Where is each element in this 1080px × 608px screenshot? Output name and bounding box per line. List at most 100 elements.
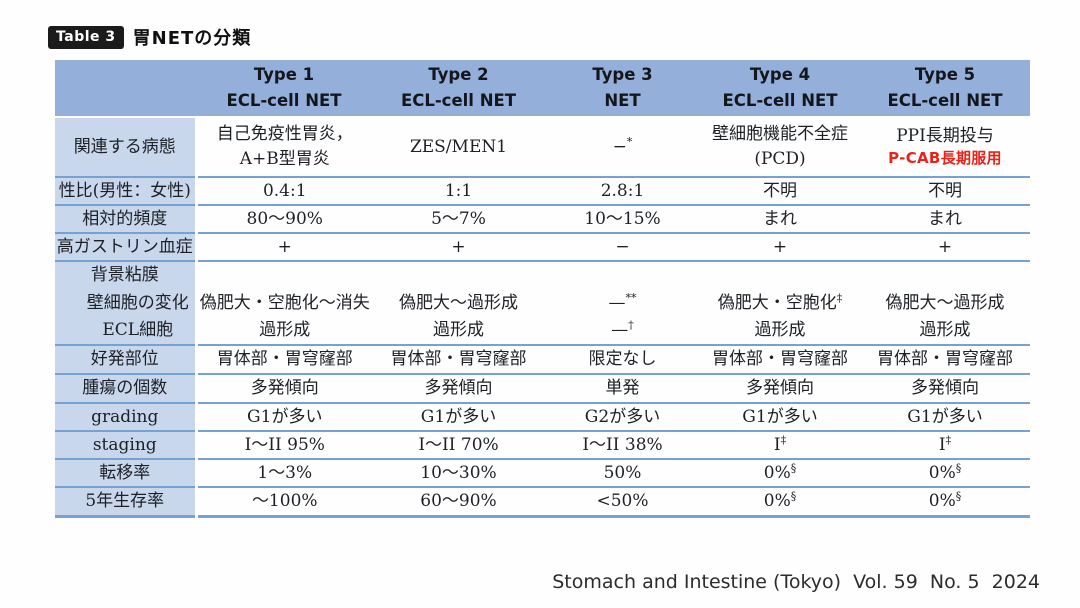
table-cell xyxy=(700,261,860,289)
table-cell: 壁細胞機能不全症 (PCD) xyxy=(700,117,860,177)
col-header-line2: ECL-cell NET xyxy=(400,91,517,110)
table-cell: + xyxy=(937,236,953,257)
col-header-type4: Type 4 ECL-cell NET xyxy=(700,60,860,117)
superscript-marker: ‡ xyxy=(836,291,843,305)
cell-value: I xyxy=(773,434,781,455)
cell-value: − xyxy=(612,136,627,157)
table-cell: 0.4:1 xyxy=(262,180,307,201)
cell-value: 0% xyxy=(763,462,791,483)
col-header-line2: ECL-cell NET xyxy=(722,91,838,110)
table-cell: 不明 xyxy=(928,180,962,201)
superscript-marker: § xyxy=(955,461,962,475)
table-cell: 過形成 xyxy=(259,320,311,341)
table-cell: ZES/MEN1 xyxy=(409,136,508,157)
table-row-ecl-cell: ECL細胞 過形成 過形成 —† 過形成 過形成 xyxy=(55,317,1030,345)
table-cell: 1:1 xyxy=(444,180,473,201)
table-cell: 偽肥大・空胞化‡ xyxy=(700,289,860,317)
table-cell xyxy=(545,261,700,289)
cell-value: — xyxy=(608,292,626,313)
superscript-marker: ‡ xyxy=(780,433,787,447)
table-cell: + xyxy=(277,236,292,257)
table-number-badge: Table 3 xyxy=(48,25,124,49)
table-cell: 過形成 xyxy=(754,320,806,341)
superscript-marker: § xyxy=(790,489,797,503)
cell-line: 自己免疫性胃炎， xyxy=(216,124,353,145)
table-cell xyxy=(372,261,545,289)
row-label: 高ガストリン血症 xyxy=(55,233,198,261)
col-header-line1: Type 4 xyxy=(749,64,811,84)
col-header-line2: ECL-cell NET xyxy=(226,91,342,110)
cell-line: A+B型胃炎 xyxy=(239,149,330,169)
table-cell: + xyxy=(451,236,466,257)
col-header-line1: Type 3 xyxy=(592,64,653,84)
cell-line: 壁細胞機能不全症 xyxy=(712,124,848,145)
table-title: Table 3 胃NETの分類 xyxy=(48,24,251,50)
row-label: 壁細胞の変化 xyxy=(55,289,198,317)
table-cell: 多発傾向 xyxy=(424,378,493,399)
col-header-type5: Type 5 ECL-cell NET xyxy=(860,60,1030,117)
table-cell: 60〜90% xyxy=(420,490,497,511)
table-row-predilection-site: 好発部位 胃体部・胃穹窿部 胃体部・胃穹窿部 限定なし 胃体部・胃穹窿部 胃体部… xyxy=(55,345,1030,374)
row-label: 関連する病態 xyxy=(55,117,198,177)
superscript-marker: * xyxy=(626,135,633,149)
table-cell: 0%§ xyxy=(700,459,860,487)
table-cell: I〜II 70% xyxy=(418,434,499,455)
cell-line: (PCD) xyxy=(754,149,806,169)
table-cell: 10〜15% xyxy=(584,208,661,229)
table-title-text: 胃NETの分類 xyxy=(132,28,252,49)
row-label: 腫瘍の個数 xyxy=(55,374,198,403)
row-label: 相対的頻度 xyxy=(55,205,198,233)
table-row-background-mucosa: 背景粘膜 xyxy=(55,261,1030,289)
table-cell: 自己免疫性胃炎， A+B型胃炎 xyxy=(196,117,372,177)
table-cell: 胃体部・胃穹窿部 xyxy=(712,349,848,370)
col-header-type1: Type 1 ECL-cell NET xyxy=(196,60,372,117)
table-cell: G1が多い xyxy=(247,406,323,427)
row-label: 5年生存率 xyxy=(55,487,198,516)
cell-value: 0% xyxy=(763,490,791,511)
row-label: 性比(男性：女性) xyxy=(55,177,198,205)
table-cell: 過形成 xyxy=(919,320,971,341)
table-cell: <50% xyxy=(596,490,649,511)
table-cell: 偽肥大〜過形成 xyxy=(399,292,518,313)
gastric-net-classification-table: Type 1 ECL-cell NET Type 2 ECL-cell NET Ty… xyxy=(55,60,1030,518)
table-cell: 50% xyxy=(603,462,642,483)
cell-value: 0% xyxy=(928,490,956,511)
row-label: staging xyxy=(55,431,198,459)
table-cell: I‡ xyxy=(860,431,1030,459)
col-header-line2: ECL-cell NET xyxy=(887,91,1003,110)
header-corner-cell xyxy=(55,60,196,117)
table-cell: —** xyxy=(545,289,700,317)
table-cell: I〜II 95% xyxy=(244,434,325,455)
table-cell: PPI長期投与 P-CAB長期服用 xyxy=(860,117,1030,177)
table-cell: −* xyxy=(545,117,700,177)
table-cell: 5〜7% xyxy=(431,208,486,229)
table-header-row: Type 1 ECL-cell NET Type 2 ECL-cell NET Ty… xyxy=(55,60,1030,117)
table-cell: まれ xyxy=(763,208,797,229)
table-cell: G2が多い xyxy=(584,406,661,427)
table-cell: まれ xyxy=(928,208,962,229)
journal-citation: Stomach and Intestine (Tokyo) Vol. 59 No… xyxy=(552,571,1040,593)
cell-line: PPI長期投与 xyxy=(896,125,994,146)
table-cell: G1が多い xyxy=(420,406,497,427)
col-header-type2: Type 2 ECL-cell NET xyxy=(372,60,545,117)
cell-value: 0% xyxy=(928,462,956,483)
table-cell: 偽肥大〜過形成 xyxy=(885,292,1005,313)
table-cell: 0%§ xyxy=(700,487,860,516)
table-cell: + xyxy=(772,236,788,257)
table-cell: 〜100% xyxy=(251,490,318,511)
table-cell: 0%§ xyxy=(860,459,1030,487)
table-cell: 10〜30% xyxy=(420,462,497,483)
col-header-line1: Type 1 xyxy=(253,64,315,84)
table-cell: 過形成 xyxy=(433,320,484,341)
table-cell: 胃体部・胃穹窿部 xyxy=(877,349,1013,370)
table-row-metastasis-rate: 転移率 1〜3% 10〜30% 50% 0%§ 0%§ xyxy=(55,459,1030,487)
table-cell: 胃体部・胃穹窿部 xyxy=(216,349,353,370)
table-row-grading: grading G1が多い G1が多い G2が多い G1が多い G1が多い xyxy=(55,403,1030,431)
row-label: ECL細胞 xyxy=(55,317,198,345)
table-cell: 1〜3% xyxy=(257,462,313,483)
table-cell: G1が多い xyxy=(907,406,983,427)
table-cell: 80〜90% xyxy=(246,208,323,229)
table-cell: − xyxy=(615,236,630,257)
col-header-type3: Type 3 NET xyxy=(545,60,700,117)
